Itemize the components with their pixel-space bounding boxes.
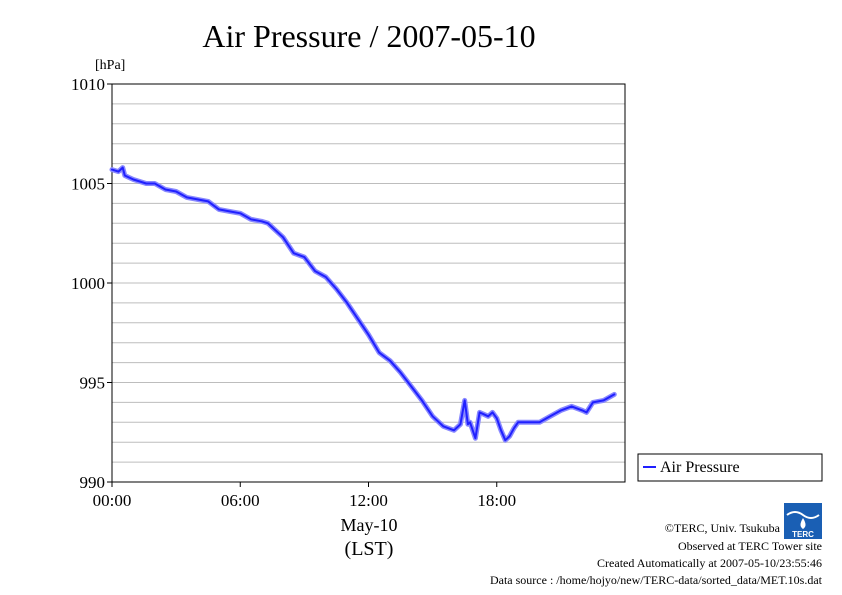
x-axis-label: May-10 (341, 515, 398, 535)
terc-logo: TERC (784, 503, 822, 539)
legend-box (637, 453, 823, 482)
x-tick-label: 12:00 (349, 491, 388, 510)
legend-entry-air-pressure: Air Pressure (660, 459, 740, 476)
chart-title: Air Pressure / 2007-05-10 (202, 18, 535, 54)
x-tick-label: 00:00 (93, 491, 132, 510)
credit-created: Created Automatically at 2007-05-10/23:5… (597, 556, 822, 570)
y-axis-ticks: 990 995 1000 1005 1010 (71, 75, 112, 492)
legend: Air Pressure (637, 453, 823, 482)
x-axis-unit: (LST) (345, 538, 394, 560)
series-line-air-pressure (111, 166, 616, 442)
x-tick-label: 18:00 (477, 491, 516, 510)
gridlines (112, 103, 625, 463)
series-line-halo (109, 165, 617, 443)
series-group (109, 165, 617, 443)
credit-observed: Observed at TERC Tower site (678, 539, 822, 553)
y-tick-label: 1000 (71, 274, 105, 293)
y-tick-label: 1010 (71, 75, 105, 94)
y-axis-unit: [hPa] (95, 58, 125, 73)
x-axis-ticks: 00:00 06:00 12:00 18:00 (93, 482, 516, 510)
x-tick-label: 06:00 (221, 491, 260, 510)
logo-drop-icon (800, 518, 806, 529)
credit-source: Data source : /home/hojyo/new/TERC-data/… (490, 573, 823, 587)
logo-text: TERC (792, 530, 814, 539)
logo-wave (786, 511, 820, 519)
credit-copyright: ©TERC, Univ. Tsukuba (665, 521, 781, 535)
y-tick-label: 995 (80, 374, 106, 393)
y-tick-label: 1005 (71, 175, 105, 194)
y-tick-label: 990 (80, 473, 106, 492)
